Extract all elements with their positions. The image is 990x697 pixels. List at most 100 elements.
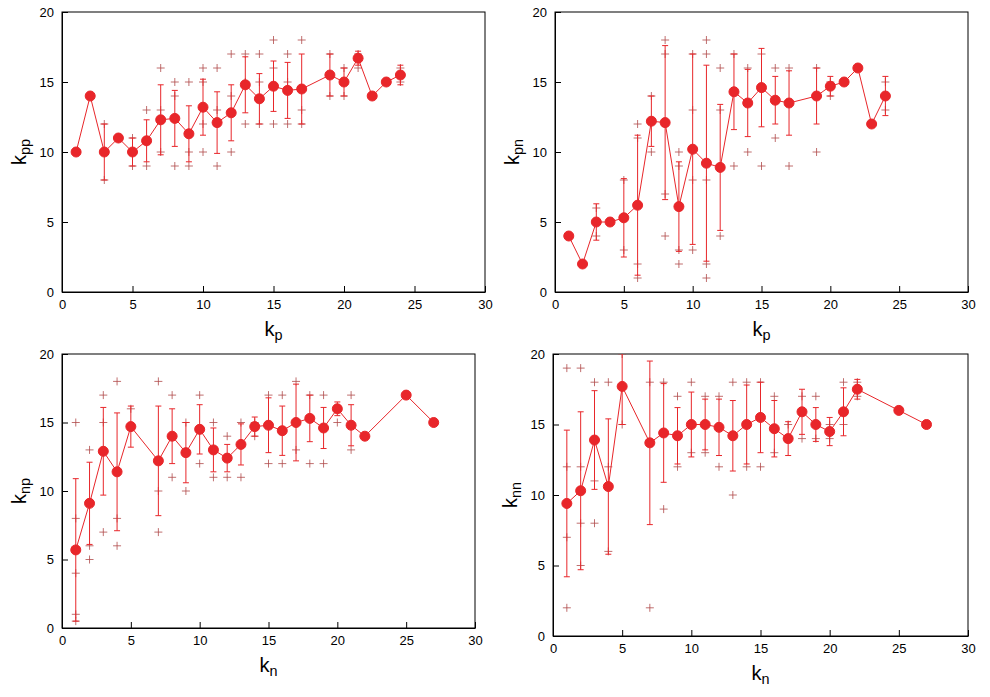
tick-mark: [62, 152, 68, 153]
mean-point: [142, 136, 152, 146]
tick-label: 0: [552, 297, 559, 312]
scatter-cross: [196, 391, 204, 399]
label-subscript: pp: [17, 139, 33, 155]
tick-label: 10: [531, 488, 545, 503]
tick-mark: [62, 292, 68, 293]
mean-point: [825, 81, 835, 91]
mean-point: [770, 95, 780, 105]
tick-mark: [415, 286, 416, 292]
scatter-cross: [168, 473, 176, 481]
tick-mark: [62, 560, 68, 561]
label-subscript: np: [17, 478, 33, 494]
mean-point: [195, 424, 205, 434]
x-axis: 051015202530: [59, 286, 493, 312]
tick: 30: [478, 286, 492, 312]
mean-point: [112, 467, 122, 477]
tick: 10: [531, 488, 559, 503]
tick-mark: [553, 636, 559, 637]
mean-line: [569, 68, 886, 264]
scatter-cross: [634, 120, 642, 128]
tick-label: 25: [892, 297, 906, 312]
tick: 20: [823, 630, 837, 656]
tick-label: 0: [59, 297, 66, 312]
scatter-cross: [604, 378, 612, 386]
mean-point: [346, 420, 356, 430]
scatter-cross: [237, 473, 245, 481]
tick-mark: [337, 622, 338, 628]
scatter-cross: [729, 491, 737, 499]
tick: 10: [193, 622, 207, 648]
plot-frame: [62, 12, 485, 292]
scatter-cross: [729, 378, 737, 386]
mean-point: [71, 545, 81, 555]
mean-point: [894, 405, 904, 415]
tick-label: 20: [824, 297, 838, 312]
scatter-cross: [99, 528, 107, 536]
label-subscript: pn: [510, 139, 526, 155]
tick: 10: [533, 145, 561, 160]
mean-point: [784, 98, 794, 108]
scatter-cross: [591, 378, 599, 386]
scatter-cross: [209, 473, 217, 481]
axis-line: [63, 628, 476, 629]
tick-label: 5: [129, 297, 136, 312]
scatter-cross: [154, 528, 162, 536]
y-axis-label: kpn: [501, 139, 526, 165]
tick-mark: [555, 292, 561, 293]
mean-point: [395, 70, 405, 80]
mean-point: [605, 217, 615, 227]
scatter-cross: [661, 36, 669, 44]
mean-point: [674, 202, 684, 212]
mean-point: [264, 420, 274, 430]
tick-label: 0: [59, 633, 66, 648]
tick-label: 20: [40, 347, 54, 362]
scatter-cross: [270, 36, 278, 44]
mean-point: [590, 435, 600, 445]
mean-point: [170, 113, 180, 123]
x-axis: 051015202530: [59, 622, 483, 648]
scatter-cross: [333, 419, 341, 427]
tick-label: 0: [47, 621, 54, 636]
tick: 10: [40, 145, 68, 160]
figure: 05101520253005101520kpkpp051015202530051…: [0, 0, 990, 697]
mean-point: [332, 404, 342, 414]
tick-mark: [553, 425, 559, 426]
mean-point: [617, 381, 627, 391]
mean-point: [839, 77, 849, 87]
tick: 20: [533, 5, 561, 20]
scatter-cross: [241, 120, 249, 128]
tick-mark: [62, 12, 68, 13]
scatter-cross: [813, 148, 821, 156]
tick-mark: [200, 622, 201, 628]
mean-point: [381, 77, 391, 87]
y-axis-label: knn: [499, 482, 524, 508]
mean-line: [76, 58, 400, 152]
mean-point: [153, 456, 163, 466]
tick-mark: [761, 630, 762, 636]
scatter-cross: [278, 460, 286, 468]
y-axis: 05101520: [531, 347, 559, 644]
mean-point: [686, 420, 696, 430]
tick-label: 10: [533, 145, 547, 160]
plot-frame: [553, 354, 968, 636]
mean-point: [283, 85, 293, 95]
mean-point: [728, 431, 738, 441]
label-subscript: p: [274, 327, 282, 343]
mean-point: [812, 91, 822, 101]
mean-point: [660, 118, 670, 128]
x-axis-label: kn: [259, 654, 277, 679]
mean-point: [757, 83, 767, 93]
scatter-cross: [113, 377, 121, 385]
scatter-cross: [171, 162, 179, 170]
mean-point: [853, 63, 863, 73]
tick-label: 20: [331, 633, 345, 648]
tick-label: 15: [267, 297, 281, 312]
scatter-cross: [689, 246, 697, 254]
tick: 5: [619, 630, 626, 656]
tick: 25: [399, 622, 413, 648]
marks: [71, 36, 405, 184]
tick: 15: [40, 75, 68, 90]
tick-mark: [555, 152, 561, 153]
mean-point: [277, 426, 287, 436]
tick-mark: [62, 82, 68, 83]
